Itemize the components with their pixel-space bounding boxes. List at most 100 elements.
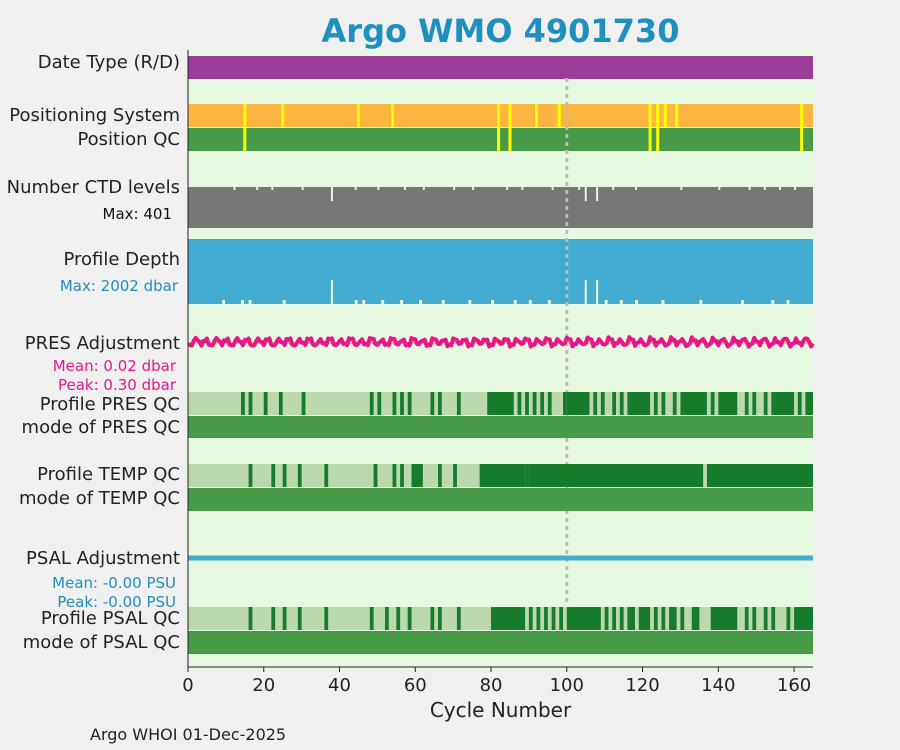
profile-psal-qc-segment	[680, 607, 685, 630]
x-tick-label: 100	[550, 675, 584, 696]
profile-pres-qc-segment	[797, 392, 802, 415]
positioning-flag-mark	[391, 104, 395, 127]
label-profile-psal-qc: Profile PSAL QC	[40, 608, 180, 629]
pres-peak-text: Peak: 0.30 dbar	[57, 376, 176, 394]
profile-pres-qc-segment	[532, 392, 537, 415]
profile-psal-qc-segment	[271, 607, 276, 630]
depth-notch	[400, 300, 404, 304]
depth-notch	[619, 300, 623, 304]
ctd-notch	[521, 187, 524, 190]
profile-pres-qc-segment	[438, 392, 442, 415]
profile-pres-qc-segment	[377, 392, 382, 415]
profile-psal-qc-segment	[691, 607, 700, 630]
profile-temp-qc-segment	[453, 464, 457, 487]
profile-pres-qc-segment	[400, 392, 404, 415]
x-tick-label: 80	[480, 675, 503, 696]
depth-notch	[699, 300, 703, 304]
depth-notch	[282, 300, 286, 304]
depth-notch	[634, 300, 638, 304]
depth-notch	[513, 300, 517, 304]
positioning-flag-mark	[663, 104, 667, 127]
profile-pres-qc-segment	[710, 392, 715, 415]
ctd-notch	[377, 187, 380, 190]
profile-psal-qc-segment	[456, 607, 461, 630]
profile-temp-qc-segment	[400, 464, 404, 487]
profile-temp-qc-segment	[525, 464, 529, 487]
positioning-flag-mark	[356, 104, 360, 127]
depth-notch	[381, 300, 385, 304]
profile-temp-qc-segment	[324, 464, 329, 487]
profile-pres-qc-segment	[627, 392, 651, 415]
profile-psal-qc-segment	[248, 607, 253, 630]
mode-pres-qc-bar	[188, 416, 813, 438]
positioning-flag-mark	[497, 104, 501, 127]
label-profile-temp-qc: Profile TEMP QC	[37, 464, 180, 485]
profile-pres-qc-segment	[718, 392, 738, 415]
ctd-notch	[578, 187, 581, 190]
depth-notch	[222, 300, 226, 304]
profile-psal-qc-segment	[559, 607, 563, 630]
ctd-notch	[794, 187, 797, 190]
profile-psal-qc-segment	[282, 607, 287, 630]
ctd-notch	[453, 187, 456, 190]
profile-pres-qc-segment	[619, 392, 624, 415]
profile-pres-qc-segment	[263, 392, 268, 415]
profile-depth-bar	[188, 239, 813, 304]
profile-psal-qc-segment	[638, 607, 651, 630]
date-type-bar	[188, 56, 813, 79]
profile-temp-qc-segment	[248, 464, 253, 487]
profile-pres-qc-segment	[653, 392, 658, 415]
profile-psal-qc-segment	[752, 607, 757, 630]
chart-title: Argo WMO 4901730	[321, 12, 680, 50]
profile-psal-qc-segment	[627, 607, 635, 630]
depth-notch	[241, 300, 245, 304]
profile-psal-qc-segment	[430, 607, 435, 630]
depth-notch	[547, 300, 551, 304]
depth-notch	[771, 300, 775, 304]
profile-psal-qc-segment	[544, 607, 548, 630]
depth-dip-mark	[596, 280, 599, 304]
depth-notch	[604, 300, 608, 304]
x-tick-label: 20	[252, 675, 275, 696]
depth-notch	[419, 300, 423, 304]
depth-dip-mark	[584, 280, 587, 304]
profile-pres-qc-segment	[744, 392, 749, 415]
position-qc-flag-mark	[800, 128, 804, 151]
profile-temp-qc-segment	[411, 464, 423, 487]
profile-psal-qc-segment	[763, 607, 768, 630]
ctd-dip-mark	[584, 187, 587, 201]
label-position-qc: Position QC	[77, 129, 180, 150]
profile-pres-qc-segment	[540, 392, 545, 415]
ctd-notch	[403, 187, 406, 190]
profile-psal-qc-segment	[438, 607, 442, 630]
profile-pres-qc-segment	[661, 392, 666, 415]
x-tick-label: 60	[404, 675, 427, 696]
profile-psal-qc-segment	[771, 607, 776, 630]
label-mode-temp-qc: mode of TEMP QC	[18, 488, 180, 509]
ctd-notch	[763, 187, 766, 190]
ctd-dip-mark	[330, 187, 333, 201]
ctd-notch	[748, 187, 751, 190]
profile-pres-qc-segment	[680, 392, 707, 415]
profile-temp-qc-segment	[479, 464, 526, 487]
profile-psal-qc-segment	[786, 607, 791, 630]
profile-pres-qc-segment	[593, 392, 598, 415]
profile-pres-qc-segment	[563, 392, 567, 415]
profile-pres-qc-segment	[600, 392, 605, 415]
profile-psal-qc-segment	[653, 607, 658, 630]
psal-mean-text: Mean: -0.00 PSU	[52, 574, 176, 592]
ctd-notch	[551, 187, 554, 190]
profile-pres-qc-segment	[525, 392, 529, 415]
ctd-dip-mark	[596, 187, 599, 201]
x-tick-label: 160	[777, 675, 811, 696]
profile-psal-qc-segment	[491, 607, 526, 630]
profile-psal-qc-segment	[604, 607, 609, 630]
ctd-notch	[271, 187, 274, 190]
depth-notch	[248, 300, 252, 304]
profile-psal-qc-segment	[619, 607, 624, 630]
label-mode-psal-qc: mode of PSAL QC	[22, 632, 180, 653]
profile-temp-qc-segment	[282, 464, 287, 487]
profile-psal-qc-segment	[794, 607, 813, 630]
x-tick-label: 0	[182, 675, 193, 696]
